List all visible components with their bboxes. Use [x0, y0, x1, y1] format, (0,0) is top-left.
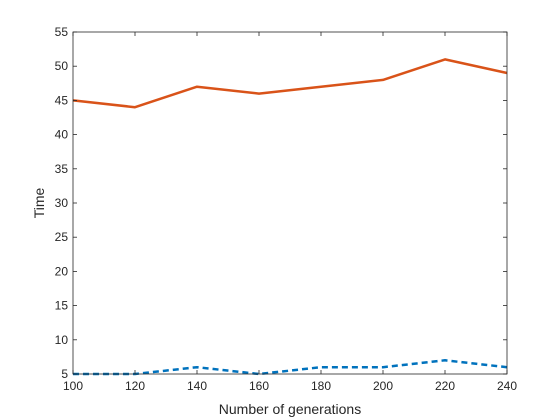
- series-line-2: [73, 359, 508, 376]
- plot-area: [73, 32, 507, 374]
- y-tick-label: 45: [55, 93, 69, 107]
- y-tick-label: 10: [55, 333, 69, 347]
- series-layer: [72, 58, 508, 376]
- x-tick-label: 220: [435, 379, 455, 393]
- x-tick-label: 240: [497, 379, 517, 393]
- y-axis-title: Time: [31, 187, 47, 218]
- x-tick-label: 120: [125, 379, 145, 393]
- y-tick-label: 5: [61, 367, 68, 381]
- y-tick-label: 20: [55, 264, 69, 278]
- y-tick-label: 40: [55, 128, 69, 142]
- y-tick-label: 55: [55, 25, 69, 39]
- x-axis-title: Number of generations: [219, 401, 361, 417]
- x-tick-label: 140: [187, 379, 207, 393]
- series-line-1: [72, 58, 508, 109]
- x-tick-label: 180: [311, 379, 331, 393]
- y-tick-label: 50: [55, 59, 69, 73]
- x-ticks: 100 120 140 160 180 200 220 240: [63, 32, 517, 393]
- x-tick-label: 100: [63, 379, 83, 393]
- y-ticks: 5 10 15 20 25 30 35 40 45 50 55: [55, 25, 507, 381]
- y-tick-label: 30: [55, 196, 69, 210]
- y-tick-label: 25: [55, 230, 69, 244]
- x-tick-label: 160: [249, 379, 269, 393]
- y-tick-label: 15: [55, 299, 69, 313]
- x-tick-label: 200: [373, 379, 393, 393]
- y-tick-label: 35: [55, 162, 69, 176]
